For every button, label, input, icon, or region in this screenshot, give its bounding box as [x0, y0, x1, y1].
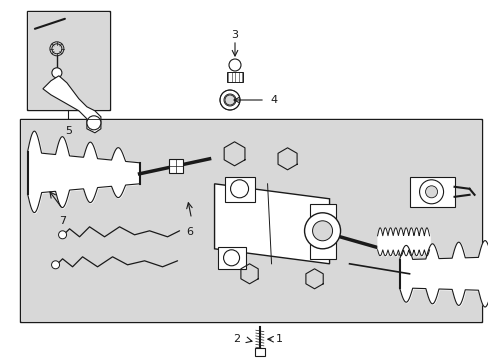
- Bar: [409, 177, 454, 207]
- Circle shape: [419, 180, 443, 204]
- Bar: [217, 247, 245, 269]
- Text: 7: 7: [59, 216, 66, 226]
- Bar: [27, 11, 110, 110]
- Circle shape: [59, 231, 66, 239]
- Bar: [20, 119, 481, 322]
- Circle shape: [223, 250, 239, 266]
- Circle shape: [312, 221, 332, 241]
- Circle shape: [220, 90, 240, 110]
- Circle shape: [304, 213, 340, 249]
- Bar: [309, 204, 335, 259]
- Polygon shape: [43, 76, 101, 133]
- Text: 4: 4: [269, 95, 277, 105]
- Text: 6: 6: [185, 227, 193, 237]
- Text: 3: 3: [231, 30, 238, 40]
- Circle shape: [87, 116, 101, 130]
- Text: 2: 2: [232, 334, 240, 344]
- Text: 1: 1: [275, 334, 282, 344]
- Circle shape: [224, 95, 235, 105]
- Bar: [226, 72, 243, 82]
- Polygon shape: [214, 184, 329, 264]
- Bar: [28, 12, 109, 109]
- Circle shape: [52, 68, 62, 78]
- Bar: [254, 348, 264, 356]
- Circle shape: [228, 59, 241, 71]
- Circle shape: [230, 180, 248, 198]
- Circle shape: [425, 186, 437, 198]
- Circle shape: [51, 261, 60, 269]
- Bar: [224, 177, 254, 202]
- Text: 5: 5: [65, 126, 72, 136]
- Bar: [168, 159, 182, 173]
- Bar: [20, 120, 480, 321]
